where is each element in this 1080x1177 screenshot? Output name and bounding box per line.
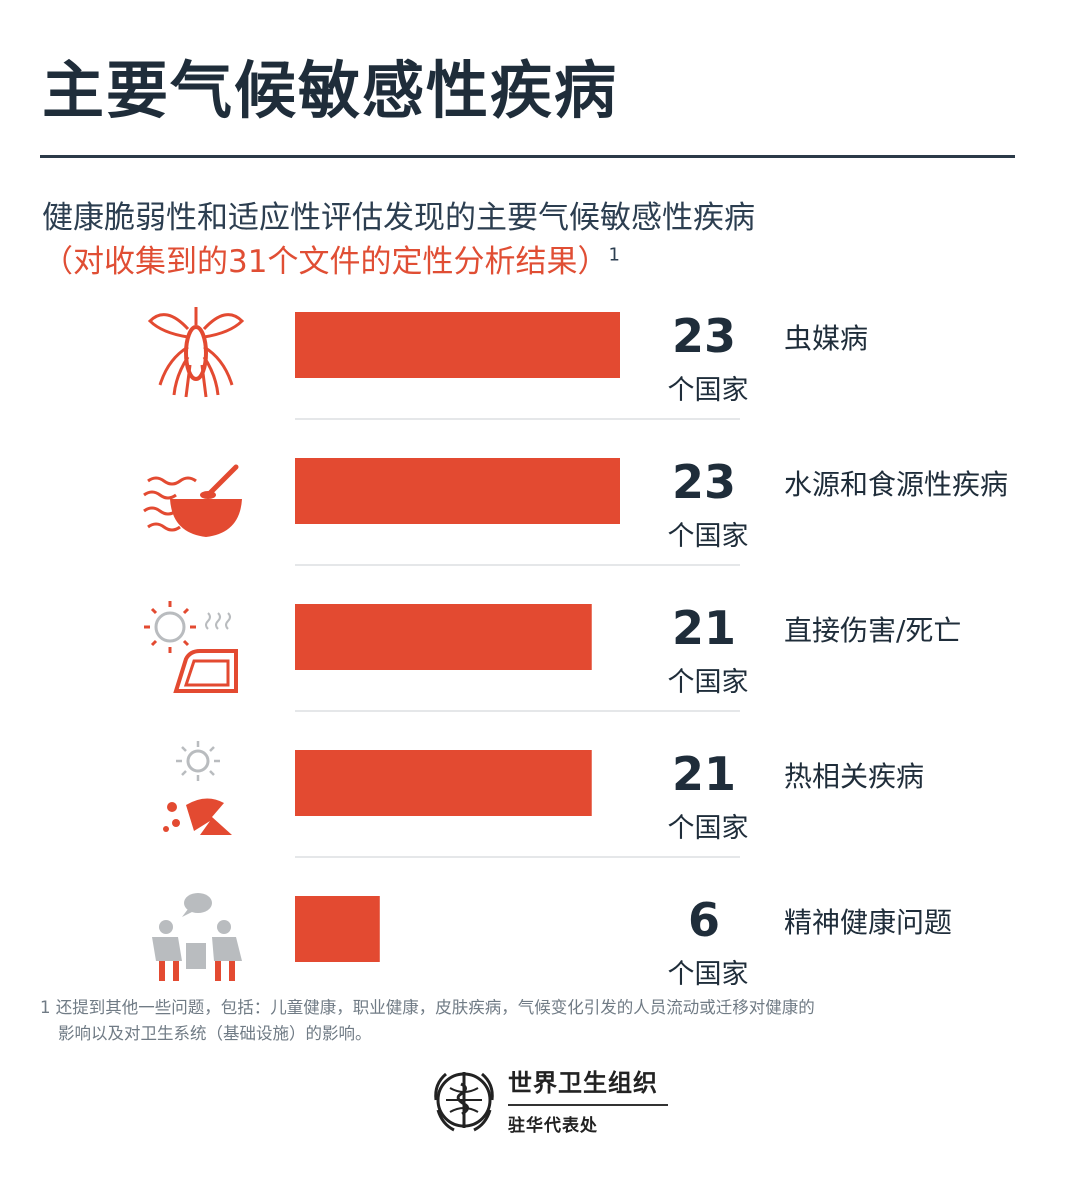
food-bowl-icon (143, 464, 242, 537)
who-emblem-icon (434, 1071, 494, 1131)
footnote-marker: 1 (608, 244, 620, 266)
bar-unit-label: 个国家 (668, 813, 749, 844)
chart-row: 23 个国家 虫媒病 (147, 307, 868, 420)
title-divider (40, 155, 1015, 158)
sun-car-icon (144, 601, 238, 693)
chart-row: 6 个国家 精神健康问题 (152, 893, 952, 990)
chart-row: 21 个国家 热相关疾病 (163, 741, 924, 858)
who-logo: 世界卫生组织 驻华代表处 (428, 1063, 668, 1136)
bar-unit-label: 个国家 (668, 959, 749, 990)
chart-subtitle: 健康脆弱性和适应性评估发现的主要气候敏感性疾病 (42, 200, 755, 236)
footnote-line-1: 1 还提到其他一些问题，包括：儿童健康，职业健康，皮肤疾病，气候变化引发的人员流… (40, 998, 815, 1017)
chart-subtitle-note: （对收集到的31个文件的定性分析结果）1 (42, 236, 620, 281)
bar-value-label: 21 (672, 747, 736, 801)
people-talking-icon (152, 893, 242, 981)
category-label: 水源和食源性疾病 (784, 468, 1008, 501)
heat-person-icon (163, 741, 232, 835)
footnote: 1 还提到其他一些问题，包括：儿童健康，职业健康，皮肤疾病，气候变化引发的人员流… (40, 995, 1025, 1047)
category-label: 直接伤害/死亡 (784, 614, 961, 647)
bar-unit-label: 个国家 (668, 667, 749, 698)
who-name: 世界卫生组织 (508, 1069, 658, 1097)
bar-chart: 23个国家虫媒病23个国家水源和食源性疾病21个国家直接伤害/死亡21个国家热相… (143, 307, 1008, 990)
who-text: 世界卫生组织 驻华代表处 (508, 1063, 668, 1136)
bar (295, 458, 620, 524)
bar-value-label: 21 (672, 601, 736, 655)
bar (295, 750, 592, 816)
bar (295, 312, 620, 378)
page-title: 主要气候敏感性疾病 (42, 54, 619, 127)
bar-unit-label: 个国家 (668, 375, 749, 406)
bar-value-label: 6 (688, 893, 720, 947)
bar-unit-label: 个国家 (668, 521, 749, 552)
who-office: 驻华代表处 (508, 1116, 598, 1136)
category-label: 热相关疾病 (784, 760, 924, 793)
chart-subtitle-note-text: （对收集到的31个文件的定性分析结果） (42, 244, 609, 280)
bar-value-label: 23 (672, 455, 736, 509)
chart-row: 23 个国家 水源和食源性疾病 (143, 455, 1008, 566)
chart-row: 21 个国家 直接伤害/死亡 (144, 601, 961, 712)
bar-value-label: 23 (672, 309, 736, 363)
category-label: 精神健康问题 (784, 906, 952, 939)
footnote-line-2: 影响以及对卫生系统（基础设施）的影响。 (58, 1024, 372, 1043)
bar (295, 896, 380, 962)
mosquito-icon (147, 307, 245, 398)
who-divider (508, 1104, 668, 1106)
category-label: 虫媒病 (784, 322, 868, 355)
bar (295, 604, 592, 670)
